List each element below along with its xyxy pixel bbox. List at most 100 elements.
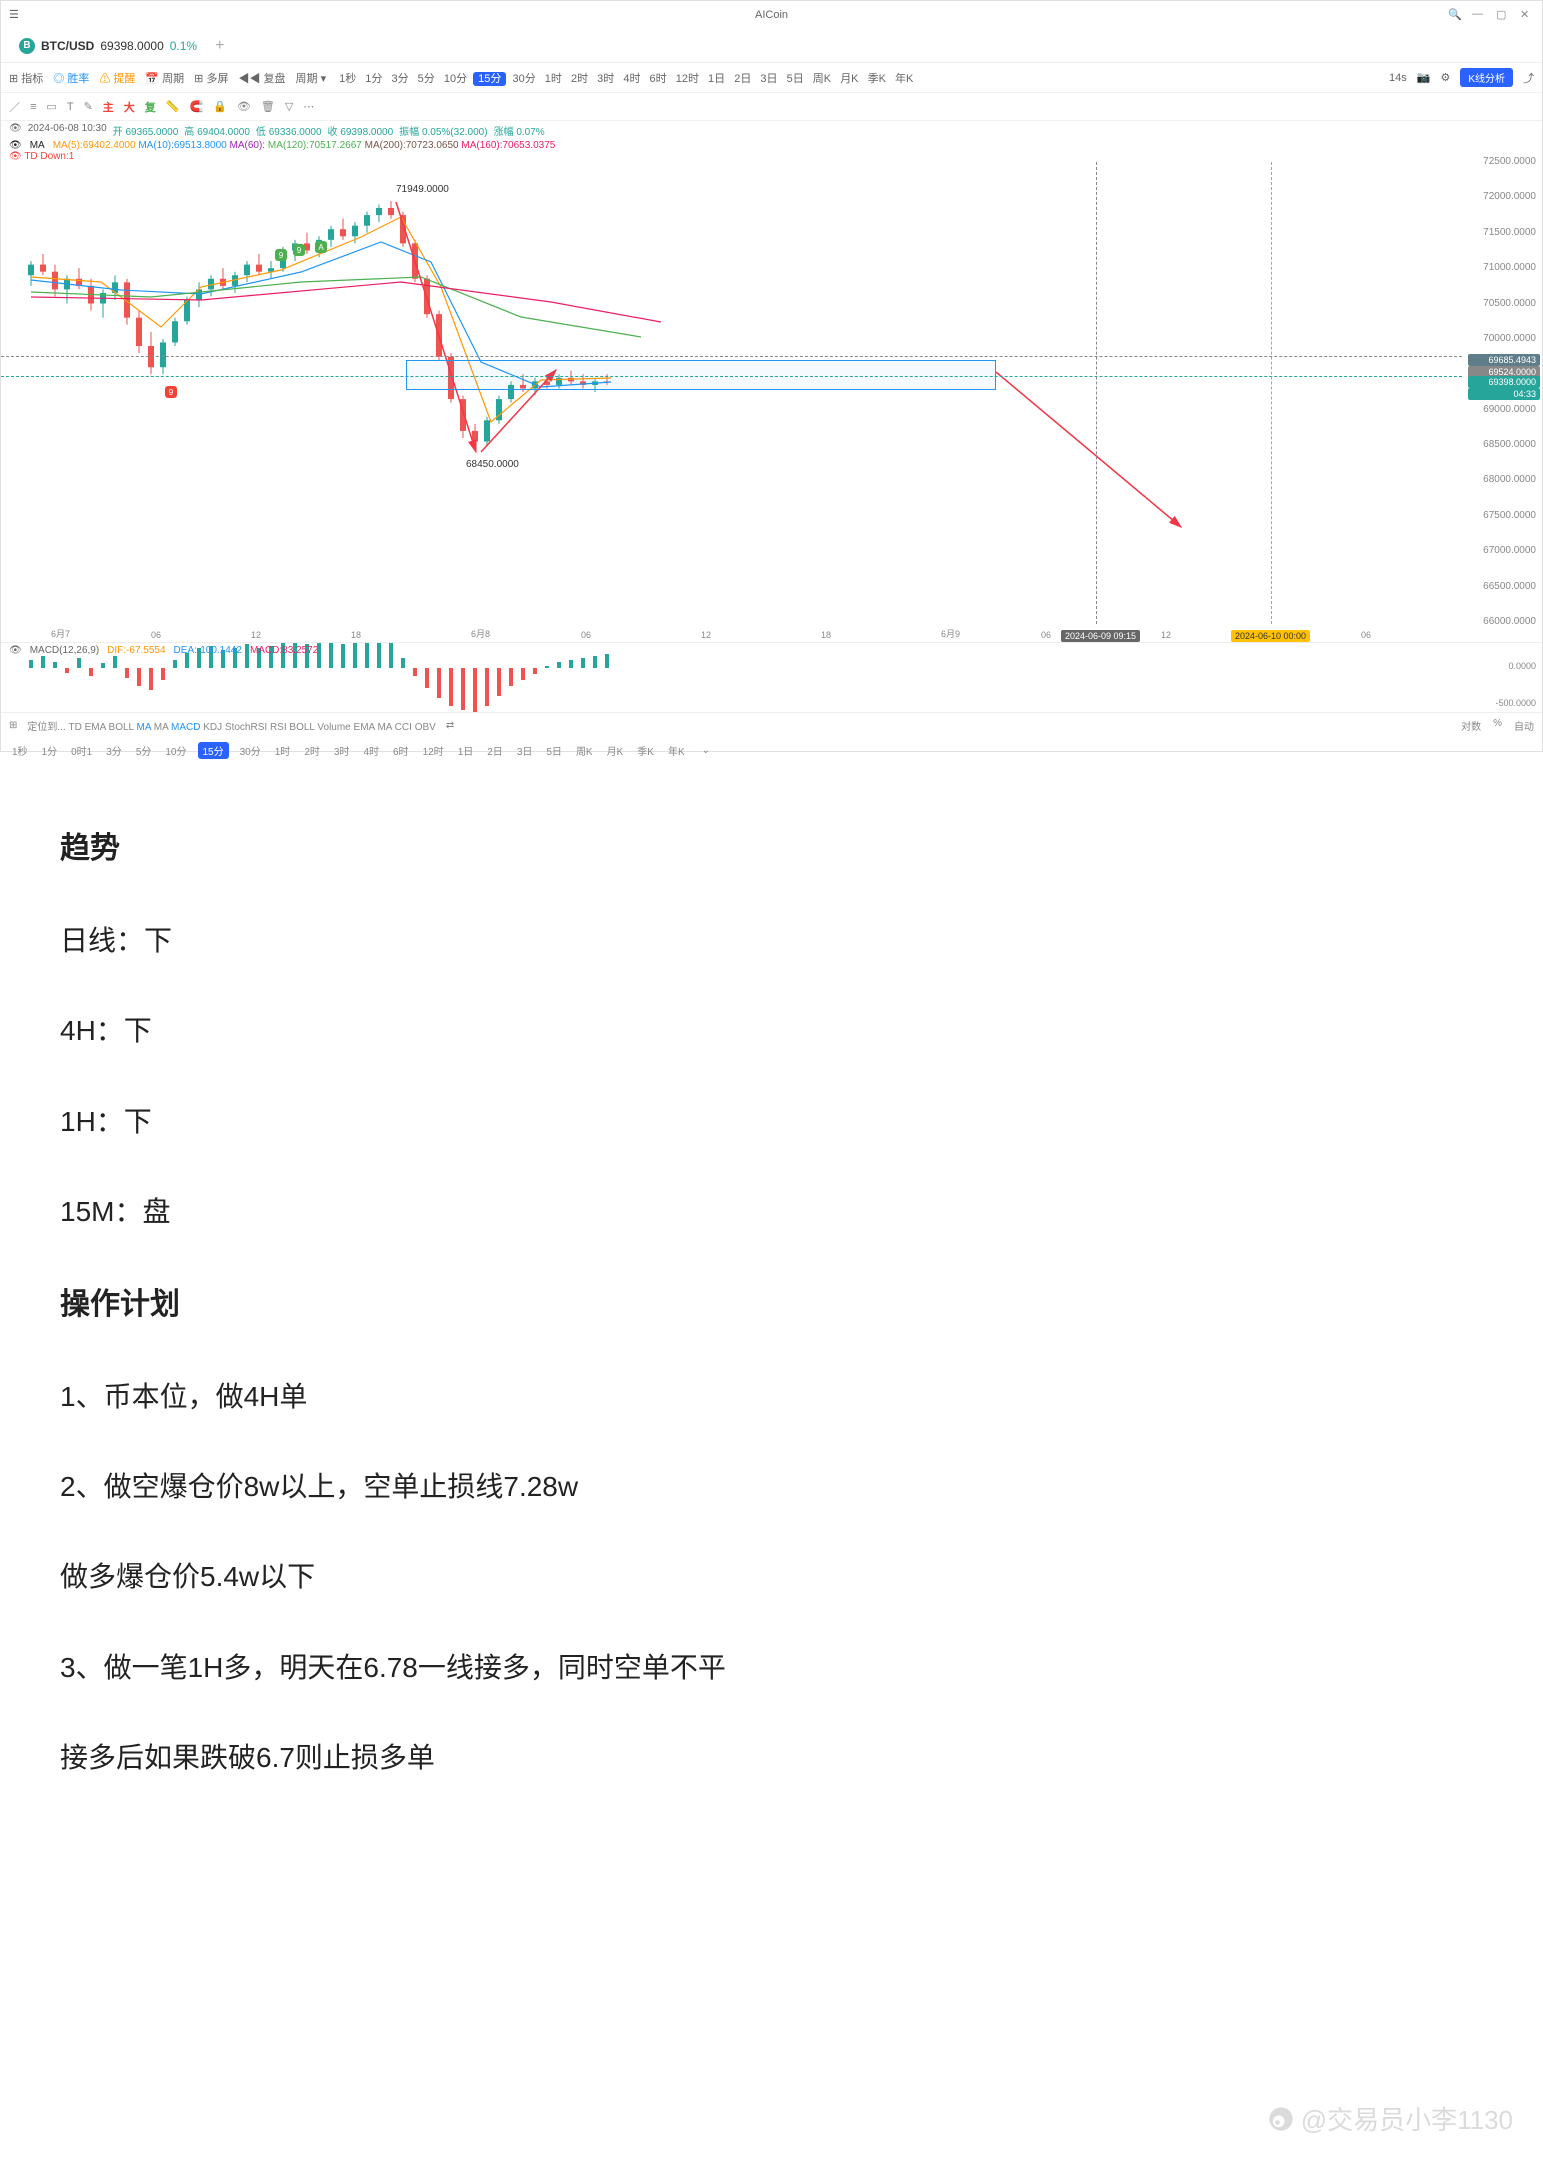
vertical-line[interactable] xyxy=(1271,162,1272,624)
tf-1时[interactable]: 1时 xyxy=(542,72,565,86)
indicator-MACD[interactable]: MACD xyxy=(171,722,200,733)
more-icon[interactable]: ⇄ xyxy=(446,720,454,731)
tf2-1秒[interactable]: 1秒 xyxy=(9,742,31,759)
tf-1秒[interactable]: 1秒 xyxy=(336,72,359,86)
indicator-StochRSI[interactable]: StochRSI xyxy=(225,722,267,733)
close-icon[interactable]: ✕ xyxy=(1520,8,1534,22)
indicator-KDJ[interactable]: KDJ xyxy=(203,722,222,733)
indicator-EMA[interactable]: EMA xyxy=(354,722,375,733)
eye-toggle-icon[interactable]: 👁 xyxy=(9,140,22,151)
eye-toggle-icon[interactable]: 👁 xyxy=(9,645,22,656)
tb-cycle[interactable]: 周期 ▾ xyxy=(296,70,327,86)
search-icon[interactable]: 🔍 xyxy=(1448,8,1462,22)
indicator-RSI[interactable]: RSI xyxy=(270,722,287,733)
tool-trash-icon[interactable]: 🗑 xyxy=(261,100,275,113)
tool-filter-icon[interactable]: ▽ xyxy=(285,100,293,113)
share-icon[interactable]: ⤴ xyxy=(1523,70,1534,86)
tf2-15分[interactable]: 15分 xyxy=(198,742,229,759)
tool-more-icon[interactable]: ⋯ xyxy=(303,100,314,113)
tf2-季K[interactable]: 季K xyxy=(634,742,657,759)
tf2-1分[interactable]: 1分 xyxy=(39,742,61,759)
tf-1分[interactable]: 1分 xyxy=(362,72,385,86)
draw-hline-icon[interactable]: ≡ xyxy=(30,101,36,113)
tf2-30分[interactable]: 30分 xyxy=(237,742,264,759)
tool-magnet-icon[interactable]: 🧲 xyxy=(189,100,203,113)
tf-年K[interactable]: 年K xyxy=(892,72,916,86)
tf-4时[interactable]: 4时 xyxy=(620,72,643,86)
tf-5分[interactable]: 5分 xyxy=(415,72,438,86)
kline-analysis-button[interactable]: K线分析 xyxy=(1460,68,1513,87)
tf-周K[interactable]: 周K xyxy=(810,72,834,86)
tf2-月K[interactable]: 月K xyxy=(604,742,627,759)
draw-rect-icon[interactable]: ▭ xyxy=(46,100,56,113)
camera-icon[interactable]: 📷 xyxy=(1417,71,1431,84)
draw-brush-icon[interactable]: ✎ xyxy=(84,100,93,113)
tf2-5日[interactable]: 5日 xyxy=(543,742,565,759)
settings-icon[interactable]: ⚙ xyxy=(1440,71,1450,84)
auto-toggle[interactable]: 自动 xyxy=(1514,718,1534,733)
tf2-2时[interactable]: 2时 xyxy=(301,742,323,759)
indicator-EMA[interactable]: EMA xyxy=(85,722,106,733)
tf2-2日[interactable]: 2日 xyxy=(484,742,506,759)
tf-5日[interactable]: 5日 xyxy=(784,72,807,86)
draw-line-icon[interactable]: ／ xyxy=(9,99,20,115)
menu-icon[interactable]: ☰ xyxy=(9,8,23,22)
tf2-1日[interactable]: 1日 xyxy=(455,742,477,759)
tf2-1时[interactable]: 1时 xyxy=(272,742,294,759)
tb-replay[interactable]: ◀◀ 复盘 xyxy=(238,70,285,86)
vertical-line[interactable] xyxy=(1096,162,1097,624)
maximize-icon[interactable]: ▢ xyxy=(1496,8,1510,22)
tf-2日[interactable]: 2日 xyxy=(731,72,754,86)
tf2-3分[interactable]: 3分 xyxy=(103,742,125,759)
tf2-年K[interactable]: 年K xyxy=(665,742,688,759)
draw-text-icon[interactable]: T xyxy=(67,101,74,113)
tf2-5分[interactable]: 5分 xyxy=(133,742,155,759)
tb-period[interactable]: 📅 周期 xyxy=(145,70,184,86)
tb-indicator[interactable]: ⊞ 指标 xyxy=(9,70,43,86)
tf2-3日[interactable]: 3日 xyxy=(514,742,536,759)
tf-3日[interactable]: 3日 xyxy=(757,72,780,86)
tf-10分[interactable]: 10分 xyxy=(441,72,470,86)
tool-ruler-icon[interactable]: 📏 xyxy=(166,100,180,113)
add-tab-button[interactable]: + xyxy=(215,37,224,55)
tf2-0时1[interactable]: 0时1 xyxy=(68,742,95,759)
tf2-12时[interactable]: 12时 xyxy=(420,742,447,759)
tf2-6时[interactable]: 6时 xyxy=(390,742,412,759)
chart-body[interactable]: 71949.000068450.0000999A 72500.000072000… xyxy=(1,162,1542,642)
candle-canvas[interactable]: 71949.000068450.0000999A xyxy=(1,162,1381,622)
tf-季K[interactable]: 季K xyxy=(865,72,889,86)
tf-1日[interactable]: 1日 xyxy=(705,72,728,86)
symbol-tab[interactable]: B BTC/USD 69398.0000 0.1% xyxy=(9,34,207,58)
indicator-定位到...[interactable]: 定位到... xyxy=(27,722,65,733)
minimize-icon[interactable]: — xyxy=(1472,8,1486,22)
tool-lock-icon[interactable]: 🔒 xyxy=(213,100,227,113)
tf2-3时[interactable]: 3时 xyxy=(331,742,353,759)
tf-2时[interactable]: 2时 xyxy=(568,72,591,86)
tf2-4时[interactable]: 4时 xyxy=(360,742,382,759)
eye-toggle-icon[interactable]: 👁 xyxy=(9,123,22,138)
indicator-MA[interactable]: MA xyxy=(154,722,168,733)
indicator-BOLL[interactable]: BOLL xyxy=(289,722,314,733)
indicator-MA[interactable]: MA xyxy=(377,722,391,733)
tf-3时[interactable]: 3时 xyxy=(594,72,617,86)
zoom-fu[interactable]: 复 xyxy=(145,99,156,115)
tf-12时[interactable]: 12时 xyxy=(673,72,702,86)
tool-eye-icon[interactable]: 👁 xyxy=(237,100,251,113)
eye-toggle-icon[interactable]: 👁 xyxy=(9,151,22,162)
indicator-MA[interactable]: MA xyxy=(137,722,151,733)
tb-alert[interactable]: ⚠ 提醒 xyxy=(99,70,135,86)
tb-winrate[interactable]: ◎ 胜率 xyxy=(53,70,89,86)
tf2-周K[interactable]: 周K xyxy=(573,742,596,759)
pct-toggle[interactable]: % xyxy=(1493,718,1502,733)
tf-30分[interactable]: 30分 xyxy=(509,72,538,86)
tf-6时[interactable]: 6时 xyxy=(647,72,670,86)
tf-3分[interactable]: 3分 xyxy=(388,72,411,86)
indicator-BOLL[interactable]: BOLL xyxy=(109,722,134,733)
indicator-OBV[interactable]: OBV xyxy=(415,722,436,733)
tb-multi[interactable]: ⊞ 多屏 xyxy=(194,70,228,86)
tf-15分[interactable]: 15分 xyxy=(473,72,506,86)
indicator-Volume[interactable]: Volume xyxy=(317,722,350,733)
indicator-CCI[interactable]: CCI xyxy=(395,722,412,733)
zoom-big[interactable]: 大 xyxy=(124,99,135,115)
horizontal-line[interactable] xyxy=(1,356,1462,357)
